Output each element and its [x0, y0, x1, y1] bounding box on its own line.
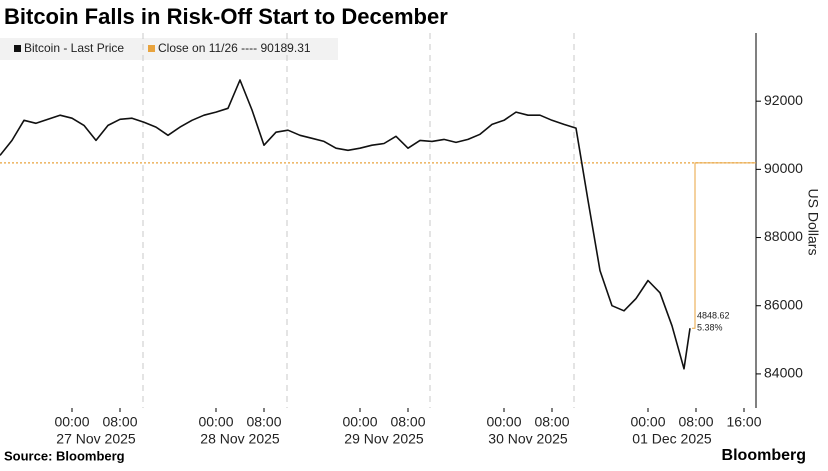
day-separators — [142, 33, 575, 408]
x-tick-label: 00:00 — [630, 414, 665, 430]
legend-box — [0, 38, 338, 60]
annotation: 5.38% — [697, 323, 723, 333]
x-tick-label: 08:00 — [102, 414, 137, 430]
y-axis-label: US Dollars — [805, 189, 821, 256]
y-tick-label: 88000 — [764, 228, 803, 244]
y-tick-label: 86000 — [764, 296, 803, 312]
change-bracket — [692, 162, 756, 329]
price-line — [0, 79, 691, 370]
legend-swatch — [14, 45, 21, 52]
annotation: 4848.62 — [697, 311, 730, 321]
legend-label: Bitcoin - Last Price — [24, 41, 124, 55]
x-tick-label: 00:00 — [342, 414, 377, 430]
y-tick-label: 90000 — [764, 160, 803, 176]
source: Source: Bloomberg — [4, 448, 125, 463]
legend-label: Close on 11/26 ---- 90189.31 — [158, 41, 311, 55]
x-date-label: 29 Nov 2025 — [344, 431, 424, 447]
x-date-label: 30 Nov 2025 — [488, 431, 568, 447]
legend-swatch — [148, 45, 155, 52]
x-date-label: 27 Nov 2025 — [56, 431, 136, 447]
x-tick-label: 00:00 — [198, 414, 233, 430]
x-tick-label: 08:00 — [534, 414, 569, 430]
chart-title: Bitcoin Falls in Risk-Off Start to Decem… — [4, 4, 448, 29]
x-date-label: 28 Nov 2025 — [200, 431, 280, 447]
x-tick-label: 08:00 — [246, 414, 281, 430]
x-tick-label: 08:00 — [390, 414, 425, 430]
x-tick-label: 00:00 — [486, 414, 521, 430]
x-tick-label: 08:00 — [678, 414, 713, 430]
x-tick-label: 16:00 — [726, 414, 761, 430]
x-date-label: 01 Dec 2025 — [632, 431, 712, 447]
brand: Bloomberg — [722, 447, 806, 464]
y-tick-label: 92000 — [764, 92, 803, 108]
y-tick-label: 84000 — [764, 365, 803, 381]
x-tick-label: 00:00 — [54, 414, 89, 430]
